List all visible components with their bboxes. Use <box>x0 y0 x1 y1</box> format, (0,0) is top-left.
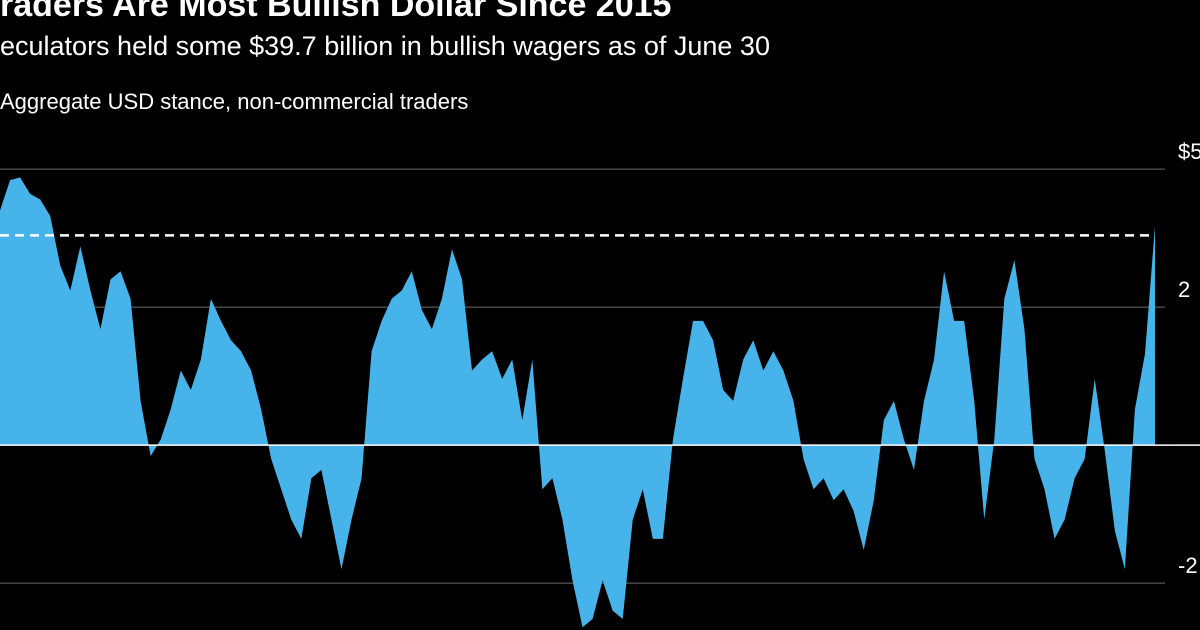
area <box>0 177 1155 628</box>
y-tick-label: $5 <box>1178 139 1200 164</box>
y-tick-label: 2 <box>1178 277 1190 302</box>
chart-title: raders Are Most Bullish Dollar Since 201… <box>0 0 671 24</box>
y-axis-label: Aggregate USD stance, non-commercial tra… <box>0 89 468 114</box>
chart-subtitle: eculators held some $39.7 billion in bul… <box>0 31 770 61</box>
y-tick-label: -2 <box>1178 553 1198 578</box>
